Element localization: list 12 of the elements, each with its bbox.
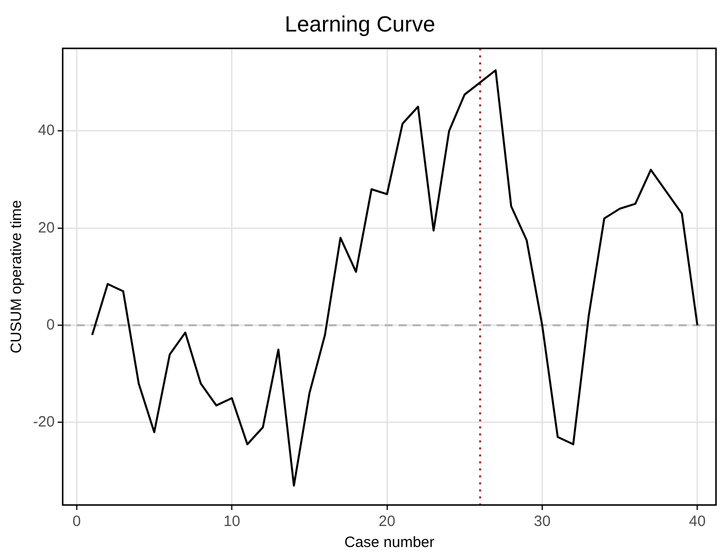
y-axis-title: CUSUM operative time [8, 200, 26, 354]
x-tick-label: 30 [534, 513, 551, 530]
x-tick-label: 0 [72, 513, 81, 530]
x-tick-label: 20 [378, 513, 396, 530]
y-tick-label: 20 [38, 219, 55, 236]
y-tick-label: 0 [46, 316, 55, 334]
chart-title: Learning Curve [284, 11, 436, 36]
y-tick-label: 40 [38, 122, 55, 140]
x-axis-title: Case number [344, 534, 434, 552]
y-tick-label: -20 [32, 414, 55, 431]
x-tick-label: 40 [689, 513, 706, 530]
x-tick-label: 10 [223, 513, 240, 530]
